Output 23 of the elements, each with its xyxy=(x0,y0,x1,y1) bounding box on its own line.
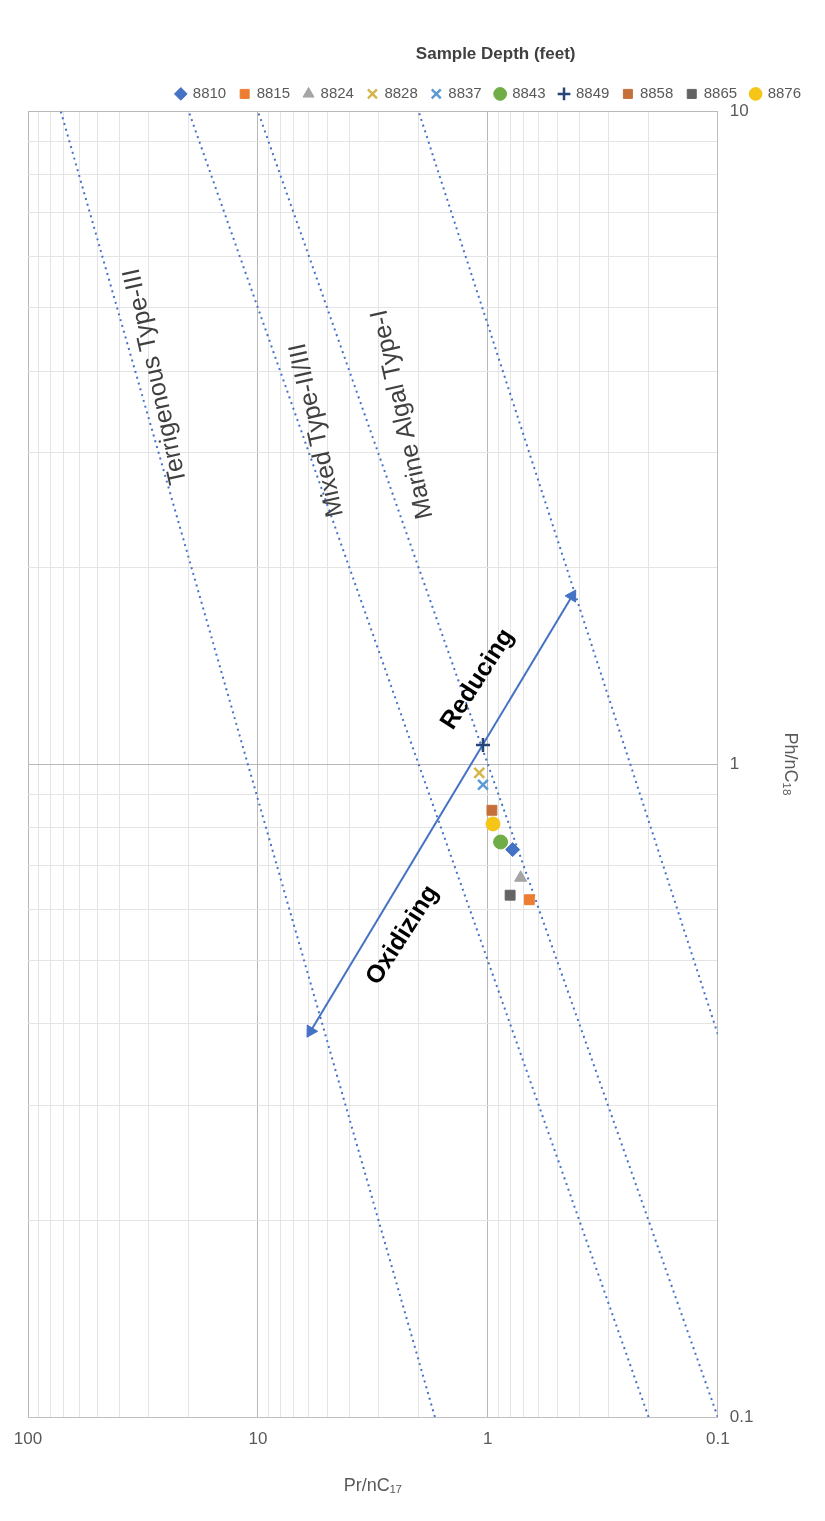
x-tick-label: 0.1 xyxy=(705,1428,730,1448)
legend-label: 8876 xyxy=(767,84,802,102)
legend-label: 8849 xyxy=(576,84,610,102)
y-tick-label: 0.1 xyxy=(729,1406,754,1426)
annotation: Marine Algal Type-I xyxy=(363,307,438,523)
annotation: Mixed Type-II/III xyxy=(282,340,348,521)
x-tick-label: 100 xyxy=(13,1428,43,1448)
x-tick-label: 10 xyxy=(248,1428,268,1448)
legend-title: Sample Depth (feet) xyxy=(415,44,576,64)
legend-label: 8810 xyxy=(192,84,227,102)
legend-label: 8858 xyxy=(639,84,674,102)
x-tick-label: 1 xyxy=(483,1428,493,1448)
annotation: Terrigenous Type-III xyxy=(115,266,192,488)
y-tick-label: 10 xyxy=(729,101,749,121)
y-axis-title: Ph/nC₁₈ xyxy=(781,732,802,796)
legend-label: 8837 xyxy=(448,84,482,102)
legend-label: 8824 xyxy=(320,84,354,102)
legend-label: 8843 xyxy=(512,84,546,102)
x-axis-title: Pr/nC₁₇ xyxy=(343,1475,403,1496)
legend-label: 8865 xyxy=(703,84,738,102)
legend-label: 8815 xyxy=(256,84,291,102)
y-tick-label: 1 xyxy=(729,753,740,773)
legend-label: 8828 xyxy=(384,84,418,102)
